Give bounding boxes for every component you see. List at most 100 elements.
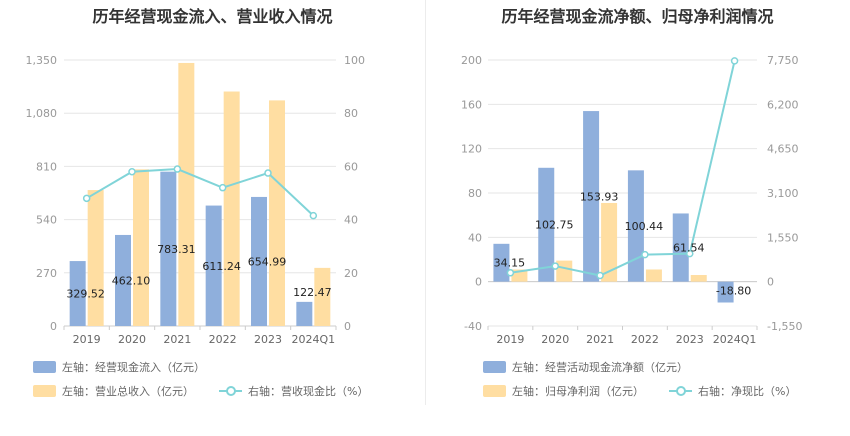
right-axis-tick-label: 4,650 — [767, 143, 799, 156]
left-axis-tick-label: 0 — [50, 320, 57, 333]
chart-canvas-cash-inflow: 0 270 540 810 1,080 1,350 0 20 40 60 80 100 2019 2020… — [26, 54, 366, 346]
right-axis-tick-label: 40 — [344, 214, 358, 227]
left-axis-tick-label: 200 — [461, 54, 482, 67]
legend-line-marker-icon — [669, 385, 692, 397]
left-axis-tick-label: 40 — [468, 231, 482, 244]
legend-label: 左轴：营业总收入（亿元） — [62, 385, 194, 398]
bar-data-label: 34.15 — [494, 257, 526, 270]
legend-label: 左轴：经营现金流入（亿元） — [62, 361, 205, 374]
right-axis-tick-label: 80 — [344, 107, 358, 120]
chart-title: 历年经营现金流入、营业收入情况 — [92, 7, 333, 26]
legend-swatch-orange — [33, 385, 56, 397]
left-axis-tick-label: -40 — [464, 320, 482, 333]
bar-series-1 — [160, 171, 177, 326]
legend-line-marker-icon — [219, 385, 242, 397]
bar-series-2 — [314, 267, 331, 326]
legend-item-revenue[interactable]: 左轴：营业总收入（亿元） — [33, 383, 194, 399]
bar-series-2 — [556, 260, 573, 282]
x-axis-tick-label: 2023 — [676, 333, 704, 346]
x-axis-tick-label: 2021 — [163, 333, 191, 346]
legend-swatch-orange — [483, 385, 506, 397]
left-axis-tick-label: 120 — [461, 143, 482, 156]
bar-series-1 — [296, 301, 313, 326]
left-axis-tick-label: 1,080 — [26, 107, 58, 120]
line-point — [596, 271, 604, 280]
line-point — [128, 167, 136, 176]
x-axis-tick-label: 2022 — [631, 333, 659, 346]
line-series — [510, 60, 736, 277]
bar-data-label: 783.31 — [157, 243, 196, 256]
chart-panel-net-cashflow: 历年经营现金流净额、归母净利润情况 -40 0 40 80 120 160 200 -1,55… — [425, 0, 850, 436]
legend-label: 左轴：经营活动现金流净额（亿元） — [512, 361, 688, 374]
legend-item-cash-inflow[interactable]: 左轴：经营现金流入（亿元） — [33, 359, 205, 375]
bar-series-2 — [645, 269, 662, 282]
x-axis-tick-label: 2024Q1 — [713, 333, 757, 346]
right-axis-tick-label: 100 — [344, 54, 365, 67]
line-point — [309, 211, 318, 220]
right-axis-tick-label: 3,100 — [767, 187, 799, 200]
bar-series-2 — [269, 100, 285, 326]
right-axis-tick-label: 60 — [344, 160, 358, 173]
bar-series-2 — [133, 169, 149, 326]
legend-label: 右轴：净现比（%） — [698, 385, 797, 398]
x-axis-tick-label: 2020 — [541, 333, 569, 346]
line-point — [551, 262, 559, 270]
x-axis-tick-label: 2022 — [209, 333, 237, 346]
line-series — [86, 168, 315, 217]
bar-series-2 — [223, 91, 240, 326]
x-axis-tick-label: 2023 — [254, 333, 282, 346]
x-axis-tick-label: 2019 — [496, 333, 524, 346]
legend-item-net-cash-ratio[interactable]: 右轴：净现比（%） — [669, 383, 796, 399]
legend-item-net-cashflow[interactable]: 左轴：经营活动现金流净额（亿元） — [483, 359, 688, 375]
bar-data-label: 654.99 — [248, 255, 287, 268]
right-axis-tick-label: 20 — [344, 267, 358, 280]
left-axis-tick-label: 80 — [468, 187, 482, 200]
right-axis-tick-label: 6,200 — [767, 98, 799, 111]
left-axis-tick-label: 540 — [36, 214, 57, 227]
bar-data-label: 611.24 — [202, 260, 241, 273]
bar-series-2 — [87, 190, 104, 326]
panel-divider — [425, 0, 426, 405]
legend-item-cash-ratio[interactable]: 右轴：营收现金比（%） — [219, 383, 368, 399]
line-point — [686, 249, 694, 258]
left-axis-tick-label: 160 — [461, 98, 482, 111]
right-axis-tick-label: 0 — [767, 276, 774, 289]
bar-series-2 — [690, 275, 707, 282]
bar-series-1 — [583, 111, 600, 282]
chart-panel-cash-inflow: 历年经营现金流入、营业收入情况 0 270 540 810 1,080 1,350 0 20 4… — [26, 7, 369, 399]
bar-data-label: 329.52 — [66, 288, 105, 301]
right-axis-tick-label: 1,550 — [767, 231, 799, 244]
line-point — [641, 250, 649, 259]
bar-data-label: 100.44 — [625, 220, 664, 233]
bar-series-1 — [493, 243, 510, 282]
bar-series-2 — [178, 62, 195, 326]
x-axis-tick-label: 2020 — [118, 333, 146, 346]
left-axis-tick-label: 270 — [36, 267, 57, 280]
bar-data-label: 462.10 — [112, 274, 151, 287]
bar-series-1 — [672, 213, 689, 282]
bar-series-2 — [601, 202, 618, 282]
bar-data-label: 61.54 — [673, 242, 705, 255]
line-point — [218, 183, 227, 192]
left-axis-tick-label: 0 — [475, 276, 482, 289]
chart-title: 历年经营现金流净额、归母净利润情况 — [501, 7, 774, 26]
x-axis-tick-label: 2021 — [586, 333, 614, 346]
bar-data-label: -18.80 — [716, 285, 751, 298]
x-axis-tick-label: 2024Q1 — [292, 333, 336, 346]
legend-item-net-profit[interactable]: 左轴：归母净利润（亿元） — [483, 383, 644, 399]
bar-series-1 — [205, 205, 222, 326]
line-point — [173, 165, 182, 173]
line-point — [264, 169, 272, 177]
left-axis-tick-label: 810 — [36, 160, 57, 173]
legend-label: 左轴：归母净利润（亿元） — [512, 385, 644, 398]
bar-data-label: 122.47 — [293, 286, 332, 299]
bar-series-1 — [115, 234, 131, 326]
bar-series-1 — [69, 261, 86, 326]
line-point — [730, 57, 739, 65]
right-axis-tick-label: 7,750 — [767, 54, 799, 67]
x-axis-tick-label: 2019 — [73, 333, 101, 346]
line-point — [506, 269, 515, 277]
chart-canvas-net-cashflow: -40 0 40 80 120 160 200 -1,550 0 1,550 3,100 4,650 6… — [461, 54, 802, 346]
line-point — [82, 194, 91, 203]
bar-series-1 — [717, 281, 734, 303]
